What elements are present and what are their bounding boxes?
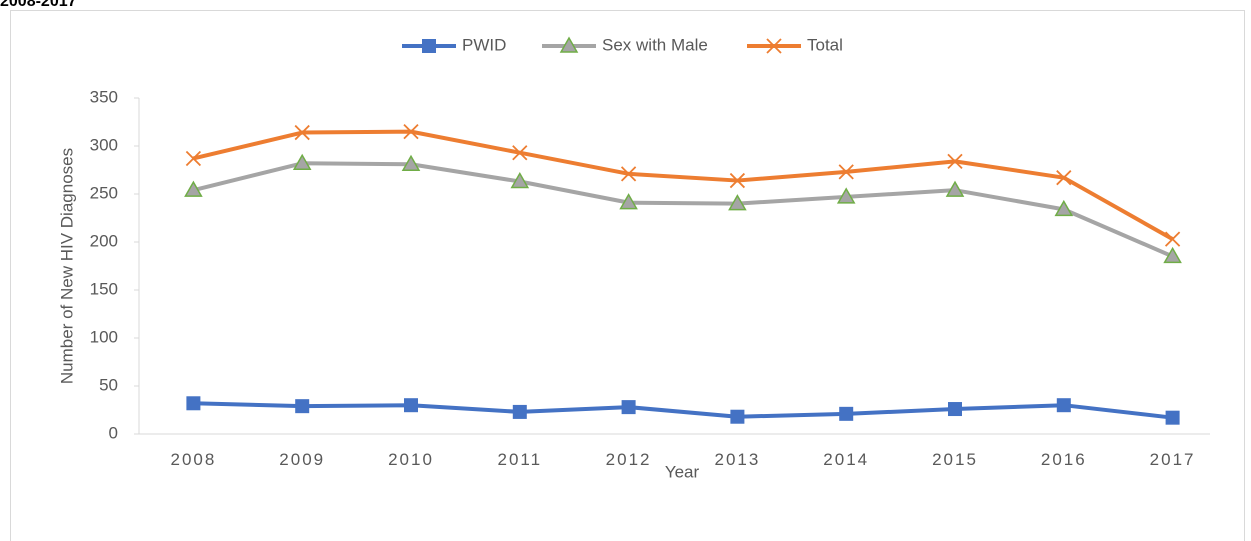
marker — [730, 409, 745, 424]
marker — [1056, 170, 1072, 186]
marker — [838, 164, 854, 180]
series-line — [192, 129, 1174, 241]
y-tick-label: 0 — [109, 423, 118, 442]
marker — [185, 150, 202, 167]
legend-marker — [422, 39, 436, 53]
marker — [404, 398, 418, 413]
y-tick-label: 350 — [90, 87, 118, 106]
x-tick-label: 2014 — [823, 450, 869, 469]
x-tick-label: 2013 — [714, 450, 760, 469]
x-tick-label: 2015 — [932, 450, 978, 469]
marker — [1164, 231, 1181, 247]
marker — [186, 396, 201, 411]
marker — [836, 187, 856, 204]
marker — [619, 193, 638, 210]
y-tick-label: 150 — [90, 279, 118, 298]
legend-label: Sex with Male — [602, 35, 708, 54]
y-tick-label: 250 — [90, 183, 118, 202]
legend-label: PWID — [462, 35, 506, 54]
x-tick-label: 2017 — [1150, 450, 1196, 469]
x-tick-label: 2012 — [606, 450, 652, 469]
marker — [1165, 410, 1180, 425]
legend-marker — [766, 38, 782, 54]
y-tick-label: 200 — [90, 231, 118, 250]
y-tick-label: 50 — [99, 375, 118, 394]
y-tick-label: 300 — [90, 135, 118, 154]
marker — [295, 399, 310, 414]
marker — [621, 400, 636, 415]
marker — [512, 145, 528, 161]
y-axis-label: Number of New HIV Diagnoses — [57, 148, 76, 384]
marker — [403, 123, 419, 140]
marker — [1056, 398, 1071, 413]
marker — [510, 172, 530, 189]
x-tick-label: 2010 — [388, 450, 434, 469]
marker — [294, 124, 310, 141]
x-tick-label: 2008 — [170, 450, 216, 469]
marker — [620, 166, 637, 182]
marker — [184, 180, 203, 197]
marker — [945, 180, 965, 197]
y-tick-label: 100 — [90, 327, 118, 346]
legend-marker — [559, 36, 579, 53]
x-axis-label: Year — [665, 462, 700, 481]
series-line — [193, 401, 1173, 420]
marker — [947, 153, 963, 169]
marker — [839, 406, 854, 421]
chart-frame — [10, 10, 1245, 541]
series-line — [192, 161, 1174, 259]
x-tick-label: 2011 — [498, 450, 543, 469]
marker — [948, 402, 962, 417]
x-tick-label: 2016 — [1041, 450, 1087, 469]
marker — [729, 172, 746, 189]
x-tick-label: 2009 — [279, 450, 325, 469]
legend-label: Total — [807, 35, 843, 54]
chart-title: 2008-2017 — [0, 0, 77, 10]
marker — [292, 153, 312, 171]
marker — [728, 194, 747, 211]
marker — [1054, 199, 1074, 217]
marker — [1163, 246, 1182, 264]
marker — [401, 154, 421, 171]
marker — [512, 404, 527, 419]
